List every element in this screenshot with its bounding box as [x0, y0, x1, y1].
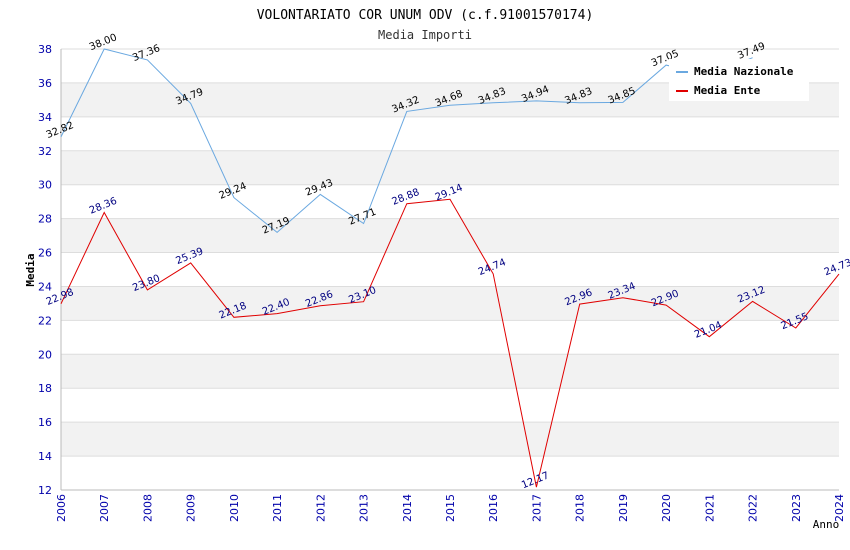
y-tick-label: 30 — [38, 179, 52, 192]
series-line-media-nazionale — [60, 48, 753, 234]
data-label-nazionale: 37.36 — [131, 43, 162, 64]
y-tick-label: 14 — [38, 450, 52, 463]
data-label-ente: 12.17 — [520, 470, 551, 491]
x-tick-label: 2009 — [185, 494, 198, 522]
y-tick-label: 36 — [38, 77, 52, 90]
y-axis-label: Media — [24, 253, 37, 286]
x-tick-label: 2021 — [703, 494, 716, 522]
y-tick-label: 20 — [38, 348, 52, 361]
chart-subtitle: Media Importi — [378, 28, 472, 42]
x-tick-label: 2012 — [314, 494, 327, 522]
legend-label-nazionale: Media Nazionale — [694, 65, 794, 78]
x-tick-labels: 2006 2007 2008 2009 2010 2011 2012 2013 2014 2015… — [55, 494, 846, 522]
data-label-ente: 24.74 — [477, 257, 508, 278]
x-tick-label: 2016 — [487, 494, 500, 522]
x-tick-label: 2020 — [660, 494, 673, 522]
x-tick-label: 2017 — [530, 494, 543, 522]
grid-lines — [61, 48, 839, 491]
y-tick-label: 12 — [38, 484, 52, 497]
grid-band — [61, 150, 839, 185]
x-tick-label: 2019 — [617, 494, 630, 522]
legend-box — [669, 59, 809, 101]
y-tick-label: 34 — [38, 111, 52, 124]
x-tick-label: 2014 — [401, 494, 414, 522]
data-label-ente: 21.04 — [693, 320, 724, 341]
y-tick-labels: 12 14 16 18 20 22 24 26 28 30 32 34 36 38 — [38, 43, 52, 497]
y-tick-label: 32 — [38, 145, 52, 158]
grid-band — [61, 286, 839, 321]
y-tick-label: 18 — [38, 382, 52, 395]
x-tick-label: 2006 — [55, 494, 68, 522]
chart-title: VOLONTARIATO COR UNUM ODV (c.f.910015701… — [257, 8, 594, 23]
legend: Media Nazionale Media Ente — [669, 59, 809, 101]
x-tick-label: 2024 — [833, 494, 846, 522]
series-line-media-ente — [60, 198, 840, 488]
y-tick-label: 26 — [38, 247, 52, 260]
y-tick-label: 28 — [38, 213, 52, 226]
x-axis-label: Anno — [813, 518, 840, 531]
data-label-ente: 24.73 — [823, 257, 850, 278]
x-tick-label: 2008 — [141, 494, 154, 522]
y-tick-label: 16 — [38, 416, 52, 429]
x-tick-label: 2018 — [574, 494, 587, 522]
grid-bands — [61, 82, 839, 457]
y-tick-label: 22 — [38, 314, 52, 327]
series-lines — [60, 48, 840, 488]
x-tick-label: 2023 — [790, 494, 803, 522]
x-tick-label: 2013 — [358, 494, 371, 522]
data-label-nazionale: 37.49 — [736, 41, 767, 62]
data-label-ente: 29.14 — [434, 182, 465, 203]
legend-label-ente: Media Ente — [694, 84, 761, 97]
x-tick-label: 2010 — [228, 494, 241, 522]
grid-band — [61, 218, 839, 253]
x-tick-label: 2022 — [747, 494, 760, 522]
x-tick-label: 2007 — [98, 494, 111, 522]
grid-band — [61, 422, 839, 457]
x-tick-label: 2015 — [444, 494, 457, 522]
x-tick-label: 2011 — [271, 494, 284, 522]
y-tick-label: 38 — [38, 43, 52, 56]
y-tick-label: 24 — [38, 280, 52, 293]
grid-band — [61, 354, 839, 389]
